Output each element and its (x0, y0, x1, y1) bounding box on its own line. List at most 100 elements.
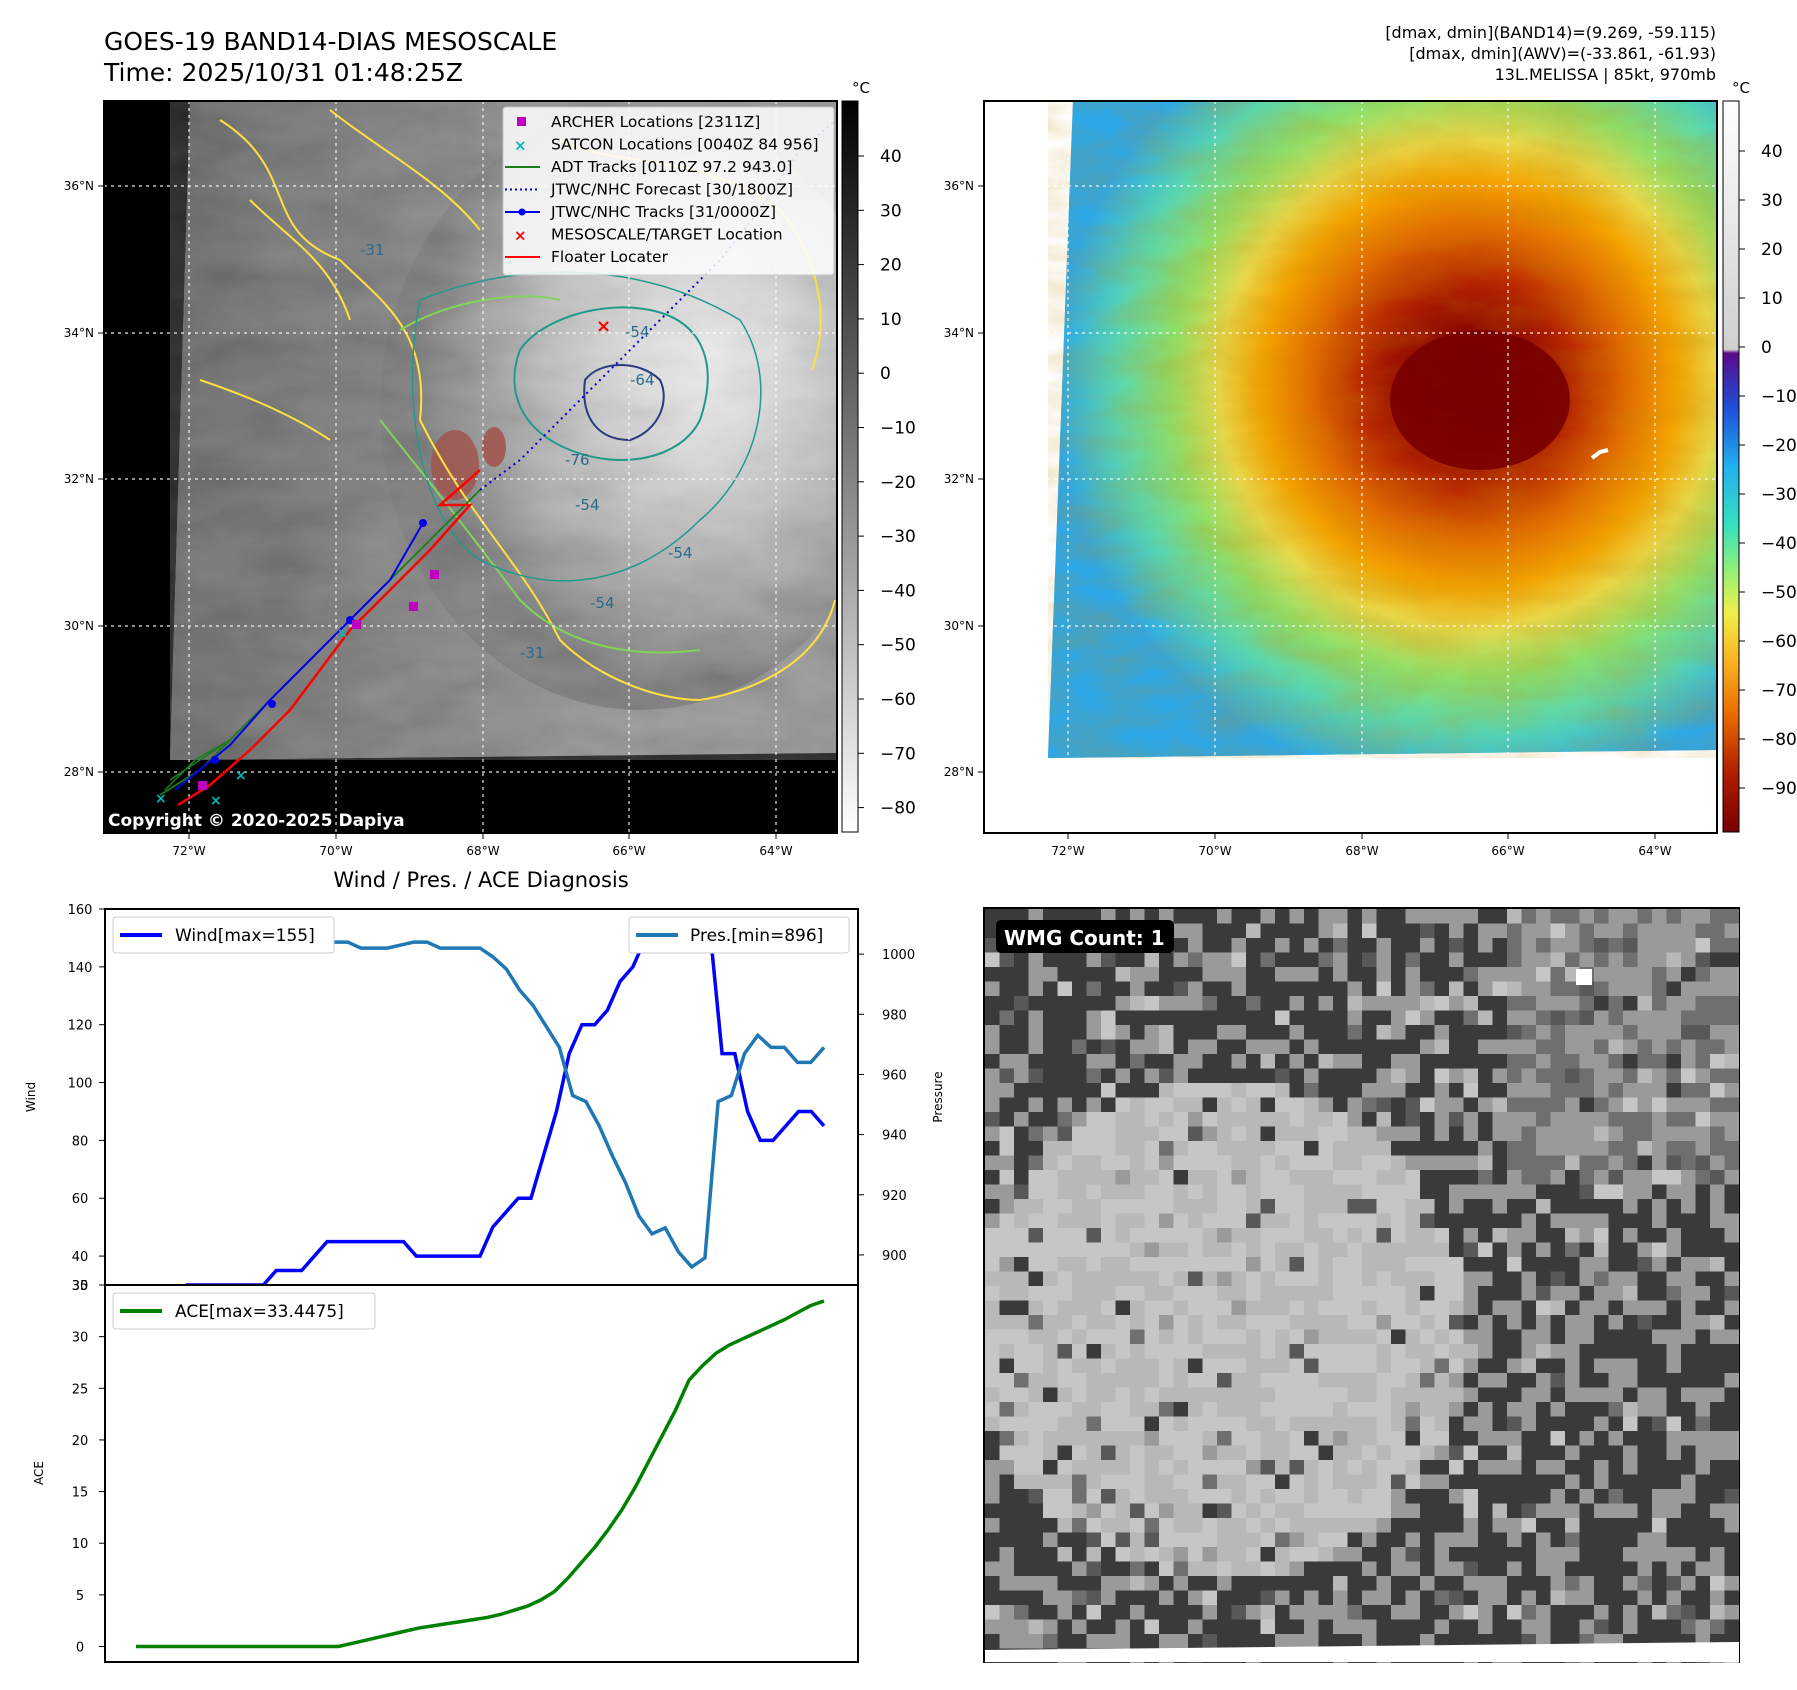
colorbar-tick: −40 (1761, 534, 1797, 554)
pressure-tick-label: 1000 (882, 948, 915, 963)
lon-label: 64°W (1638, 844, 1671, 858)
ace-tick-label: 30 (72, 1331, 89, 1346)
pressure-tick-label: 940 (882, 1129, 907, 1144)
svg-text:×: × (155, 791, 167, 807)
lon-label: 70°W (1198, 844, 1231, 858)
colorbar-tick: −70 (880, 744, 916, 764)
wind-tick-label: 80 (72, 1134, 89, 1149)
legend-label: MESOSCALE/TARGET Location (551, 226, 783, 244)
lat-label: 28°N (64, 765, 94, 779)
legend-label: Floater Locater (551, 248, 669, 266)
map-legend: ARCHER Locations [2311Z] × SATCON Location… (502, 106, 835, 276)
wind-tick-label: 160 (68, 903, 93, 918)
wind-legend-label: Wind[max=155] (175, 926, 315, 946)
lat-label: 32°N (64, 472, 94, 486)
pressure-axis-label: Pressure (931, 1071, 945, 1122)
colorbar-tick: −50 (880, 636, 916, 656)
ace-tick-label: 35 (72, 1279, 89, 1294)
wmg-panel: WMG Count: 1 (983, 907, 1740, 1663)
legend-entry: ADT Tracks [0110Z 97.2 943.0] (505, 158, 792, 176)
wind-pressure-axes (104, 908, 859, 1286)
contour-label: -64 (630, 371, 655, 389)
legend-label: SATCON Locations [0040Z 84 956] (551, 136, 819, 154)
colorbar-tick: −30 (880, 527, 916, 547)
colorbar-tick: −30 (1761, 485, 1797, 505)
lat-label: 28°N (944, 765, 974, 779)
colorbar-tick: −20 (880, 473, 916, 493)
ace-tick-label: 25 (72, 1382, 89, 1397)
ace-legend-label: ACE[max=33.4475] (175, 1302, 344, 1322)
svg-text:×: × (514, 137, 527, 155)
ace-series-line (136, 1299, 825, 1649)
legend-label: JTWC/NHC Forecast [30/1800Z] (550, 181, 793, 199)
ir-color-map (984, 101, 1717, 833)
legend-entry: JTWC/NHC Tracks [31/0000Z] (505, 203, 776, 221)
lon-label: 64°W (759, 844, 792, 858)
dmax-awv: [dmax, dmin](AWV)=(-33.861, -61.93) (1409, 44, 1716, 63)
legend-entry: × MESOSCALE/TARGET Location (514, 226, 783, 245)
target-location-marker: × (596, 316, 611, 337)
lat-label: 34°N (64, 326, 94, 340)
colorbar-tick: −40 (880, 581, 916, 601)
gray-colorbar: °C 40 30 20 10 0 −10 −20 −30 −40 −50 −60 −70 −80 (841, 79, 916, 833)
colorbar-tick: 10 (1761, 289, 1783, 309)
svg-text:×: × (337, 626, 349, 642)
wind-axis-label: Wind (24, 1082, 38, 1112)
colorbar-tick: −80 (880, 799, 916, 819)
figure-time: Time: 2025/10/31 01:48:25Z (103, 58, 463, 87)
lat-label: 32°N (944, 472, 974, 486)
pressure-tick-label: 960 (882, 1068, 907, 1083)
colorbar-tick: −80 (1761, 730, 1797, 750)
lat-labels-left: 36°N 34°N 32°N 30°N 28°N (64, 179, 104, 779)
contour-label: -76 (565, 451, 590, 469)
svg-text:×: × (235, 768, 247, 784)
colorbar-tick: −60 (1761, 632, 1797, 652)
lat-label: 30°N (64, 619, 94, 633)
dmax-band14: [dmax, dmin](BAND14)=(9.269, -59.115) (1385, 23, 1716, 42)
wmg-count-label: WMG Count: 1 (1004, 926, 1165, 950)
contour-label: -31 (520, 644, 545, 662)
right-map-frame (983, 100, 1718, 834)
ace-legend: ACE[max=33.4475] (112, 1292, 376, 1330)
svg-text:×: × (210, 793, 222, 809)
color-colorbar: °C 40 30 20 10 0 −10 −20 −30 −40 −50 −60 −70 −80 −90 (1722, 79, 1797, 833)
left-map-frame (103, 100, 838, 834)
gray-colorbar-unit: °C (852, 79, 870, 97)
contour-label: -54 (590, 594, 615, 612)
legend-entry: × SATCON Locations [0040Z 84 956] (514, 136, 819, 155)
lat-label: 30°N (944, 619, 974, 633)
pressure-legend-label: Pres.[min=896] (690, 926, 823, 946)
colorbar-tick: 30 (1761, 191, 1783, 211)
storm-info: 13L.MELISSA | 85kt, 970mb (1495, 65, 1716, 84)
legend-label: ARCHER Locations [2311Z] (551, 113, 760, 131)
lon-labels-right: 72°W 70°W 68°W 66°W 64°W (1051, 833, 1672, 858)
svg-text:×: × (514, 227, 527, 245)
wind-tick-label: 30 (72, 1279, 89, 1294)
copyright: Copyright © 2020-2025 Dapiya (108, 811, 405, 831)
lon-label: 72°W (1051, 844, 1084, 858)
lon-label: 66°W (1491, 844, 1524, 858)
ace-tick-label: 20 (72, 1434, 89, 1449)
colorbar-tick: 20 (880, 256, 902, 276)
legend-entry: ARCHER Locations [2311Z] (517, 113, 760, 131)
colorbar-tick: −10 (880, 419, 916, 439)
ace-axes (104, 1284, 859, 1663)
colorbar-tick: −90 (1761, 779, 1797, 799)
legend-entry: JTWC/NHC Forecast [30/1800Z] (505, 181, 793, 199)
lon-labels-left: 72°W 70°W 68°W 66°W 64°W (172, 833, 793, 858)
ace-axis-label: ACE (32, 1461, 46, 1485)
colorbar-tick: 0 (880, 364, 891, 384)
colorbar-tick: −70 (1761, 681, 1797, 701)
pressure-tick-label: 900 (882, 1249, 907, 1264)
lat-label: 36°N (944, 179, 974, 193)
lon-label: 66°W (612, 844, 645, 858)
colorbar-tick: −60 (880, 690, 916, 710)
ace-tick-label: 15 (72, 1486, 89, 1501)
colorbar-tick: 20 (1761, 240, 1783, 260)
diagnosis-title: Wind / Pres. / ACE Diagnosis (333, 868, 628, 892)
legend-entry: Floater Locater (505, 248, 669, 266)
ace-tick-label: 5 (76, 1589, 84, 1604)
wind-legend: Wind[max=155] (112, 916, 335, 954)
